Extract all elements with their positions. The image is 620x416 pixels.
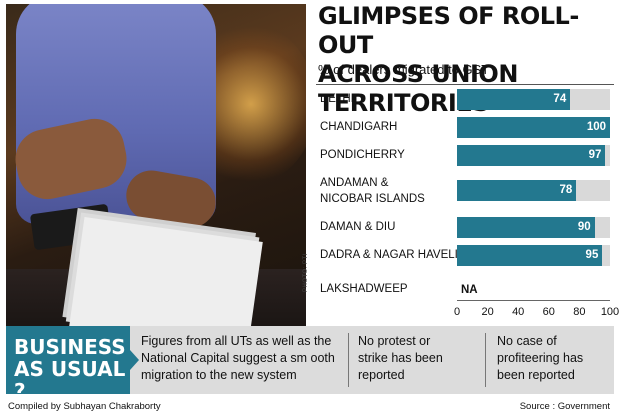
photo-credit: PHOTO: PTI bbox=[303, 253, 309, 292]
category-label-chandigarh: CHANDIGARH bbox=[320, 121, 398, 133]
band-col3-line: No case of bbox=[497, 334, 557, 348]
band-col2-line: No protest or bbox=[358, 334, 431, 348]
photo-papers bbox=[69, 217, 263, 326]
band-column-2: No protest or strike has been reported bbox=[358, 333, 468, 384]
headline-line1: GLIMPSES OF ROLL-OUT bbox=[318, 2, 579, 59]
band-col3-line: been reported bbox=[497, 368, 575, 382]
band-col1-line: National Capital suggest a sm ooth bbox=[141, 351, 335, 365]
category-label-daman-diu: DAMAN & DIU bbox=[320, 221, 396, 233]
band-col1-line: Figures from all UTs as well as the bbox=[141, 334, 332, 348]
band-col3-line: profiteering has bbox=[497, 351, 584, 365]
category-label-delhi: DELHI bbox=[320, 93, 354, 105]
bar-delhi bbox=[457, 89, 571, 110]
source: Source : Government bbox=[519, 401, 610, 412]
value-label-chandigarh: 100 bbox=[586, 121, 606, 133]
value-label-delhi: 74 bbox=[553, 93, 567, 105]
band-separator bbox=[485, 333, 486, 387]
compiled-by: Compiled by Subhayan Chakraborty bbox=[8, 401, 161, 412]
value-label-pondicherry: 97 bbox=[588, 149, 602, 161]
x-tick-label: 60 bbox=[542, 306, 555, 318]
band-col2-line: reported bbox=[358, 368, 405, 382]
bar-dadra-nagar-haveli bbox=[457, 245, 603, 266]
bar-chandigarh bbox=[457, 117, 610, 138]
x-tick-label: 40 bbox=[512, 306, 525, 318]
band-heading: BUSINESS AS USUAL ? bbox=[6, 326, 130, 402]
value-label-daman-diu: 90 bbox=[577, 221, 591, 233]
bar-andaman-nicobar-islands bbox=[457, 180, 577, 201]
band-col2-line: strike has been bbox=[358, 351, 443, 365]
value-label-andaman-nicobar-islands: 78 bbox=[559, 184, 573, 196]
x-tick-label: 0 bbox=[453, 306, 461, 318]
arrow-icon bbox=[130, 350, 139, 370]
photo bbox=[6, 4, 306, 326]
x-tick-label: 80 bbox=[573, 306, 586, 318]
category-label-andaman-nicobar-islands: ANDAMAN & NICOBAR ISLANDS bbox=[320, 177, 425, 205]
band-separator bbox=[348, 333, 349, 387]
band-column-1: Figures from all UTs as well as the Nati… bbox=[141, 333, 341, 384]
chart-title: % of dealers migrated to GST bbox=[318, 62, 490, 77]
category-label-pondicherry: PONDICHERRY bbox=[320, 149, 405, 161]
x-tick-label: 20 bbox=[481, 306, 494, 318]
bar-daman-diu bbox=[457, 217, 595, 238]
x-tick-label: 100 bbox=[600, 306, 620, 318]
divider bbox=[316, 84, 614, 85]
category-label-dadra-nagar-haveli: DADRA & NAGAR HAVELI bbox=[320, 249, 458, 261]
headline: GLIMPSES OF ROLL-OUT ACROSS UNION TERRIT… bbox=[318, 2, 618, 118]
band-col1-line: migration to the new system bbox=[141, 368, 297, 382]
value-label-dadra-nagar-haveli: 95 bbox=[585, 249, 599, 261]
band-heading-line1: BUSINESS bbox=[14, 335, 126, 359]
category-label-lakshadweep: LAKSHADWEEP bbox=[320, 283, 408, 295]
x-axis bbox=[457, 300, 610, 301]
band-column-3: No case of profiteering has been reporte… bbox=[497, 333, 612, 384]
band-heading-line2: AS USUAL ? bbox=[14, 357, 126, 403]
value-label-lakshadweep: NA bbox=[461, 284, 478, 296]
bar-pondicherry bbox=[457, 145, 606, 166]
